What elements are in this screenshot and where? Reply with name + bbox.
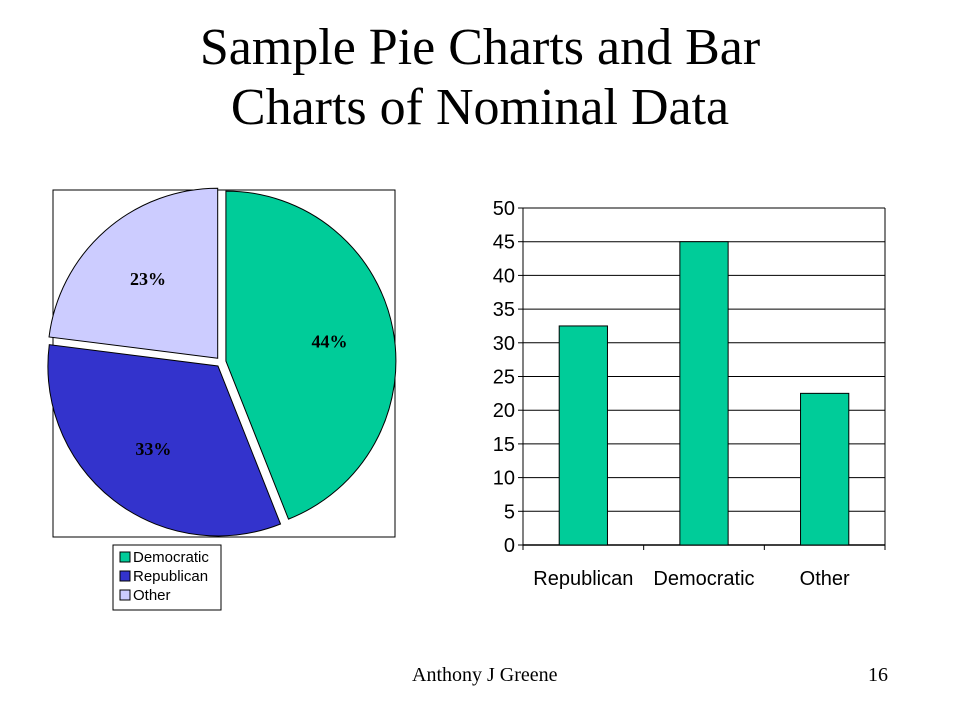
y-tick-label: 35 [493,299,515,321]
x-tick-label-other: Other [800,568,850,590]
pie-labels: 44% 33% 23% [130,269,347,459]
y-tick-label: 0 [504,535,515,557]
slide-title-line-1: Sample Pie Charts and Bar [199,19,761,76]
legend-label-democratic: Democratic [133,549,209,566]
bar-democratic [679,241,729,546]
y-tick-label: 30 [493,333,515,355]
slide-title: Sample Pie Charts and Bar Charts of Nomi… [0,18,960,138]
pie-legend-frame [112,544,222,611]
pie-chart: 44% 33% 23% [47,187,397,538]
slide-title-line-2: Charts of Nominal Data [230,79,730,136]
y-tick-label: 40 [493,265,515,287]
legend-swatch-other [119,589,131,601]
y-tick-label: 25 [493,367,515,389]
bar-republican [558,325,608,546]
y-tick-label: 10 [493,468,515,490]
legend-label-republican: Republican [133,568,208,585]
legend-swatch-democratic [119,551,131,563]
bar-chart: 0 5 10 15 20 25 30 35 40 45 50 Republican Democratic… [493,198,886,590]
y-tick-label: 15 [493,434,515,456]
footer-author: Anthony J Greene [412,664,558,686]
page-number: 16 [868,664,888,686]
x-tick-label-democratic: Democratic [653,568,754,590]
bar-other [800,392,850,546]
pie-legend: Democratic Republican Other [112,544,222,611]
y-tick-label: 5 [504,501,515,523]
legend-swatch-republican [119,570,131,582]
pie-slice-republican [47,344,282,537]
x-tick-label-republican: Republican [533,568,633,590]
y-tick-label: 45 [493,232,515,254]
pie-slices [47,187,397,537]
y-tick-label: 20 [493,400,515,422]
y-tick-label: 50 [493,198,515,220]
legend-label-other: Other [133,587,171,604]
pie-label-other: 23% [130,269,166,289]
pie-label-democratic: 44% [311,331,347,351]
pie-label-republican: 33% [135,439,171,459]
pie-slice-other [48,187,219,359]
pie-slice-democratic [225,190,397,520]
